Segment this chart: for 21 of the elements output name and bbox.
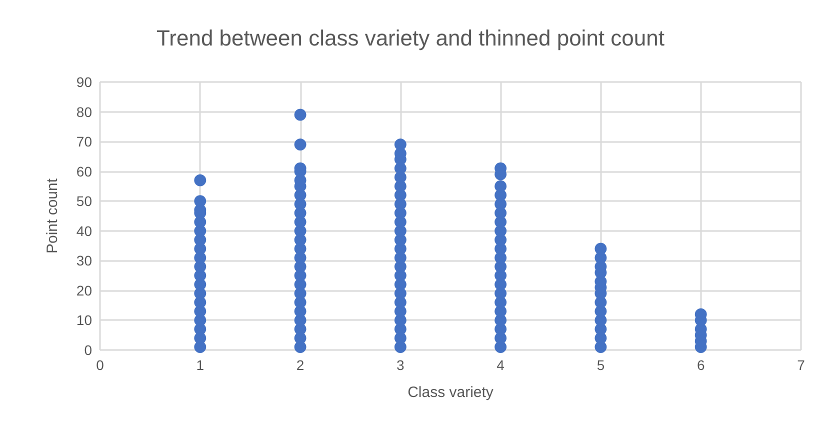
y-tick-label: 30 [76, 252, 92, 269]
x-tick-label: 0 [96, 357, 104, 373]
x-tick-label: 2 [296, 357, 304, 373]
x-tick-label: 7 [797, 357, 806, 373]
y-tick-label: 80 [76, 104, 92, 120]
y-tick-label: 90 [76, 74, 92, 90]
x-tick-label: 3 [396, 357, 405, 373]
y-tick-label: 40 [76, 222, 92, 239]
y-tick-label: 50 [76, 193, 92, 210]
y-tick-label: 70 [76, 134, 92, 150]
y-axis-title: Point count [44, 178, 61, 254]
x-tick-label: 5 [596, 357, 605, 373]
y-tick-label: 20 [76, 282, 92, 298]
y-tick-label: 0 [84, 342, 92, 358]
x-axis-title: Class variety [408, 384, 494, 401]
x-tick-label: 1 [196, 357, 204, 373]
chart-title: Trend between class variety and thinned point count [156, 26, 664, 50]
y-tick-label: 10 [76, 312, 92, 328]
y-tick-label: 60 [76, 163, 92, 180]
x-tick-label: 4 [496, 357, 505, 373]
x-tick-label: 6 [696, 357, 705, 373]
